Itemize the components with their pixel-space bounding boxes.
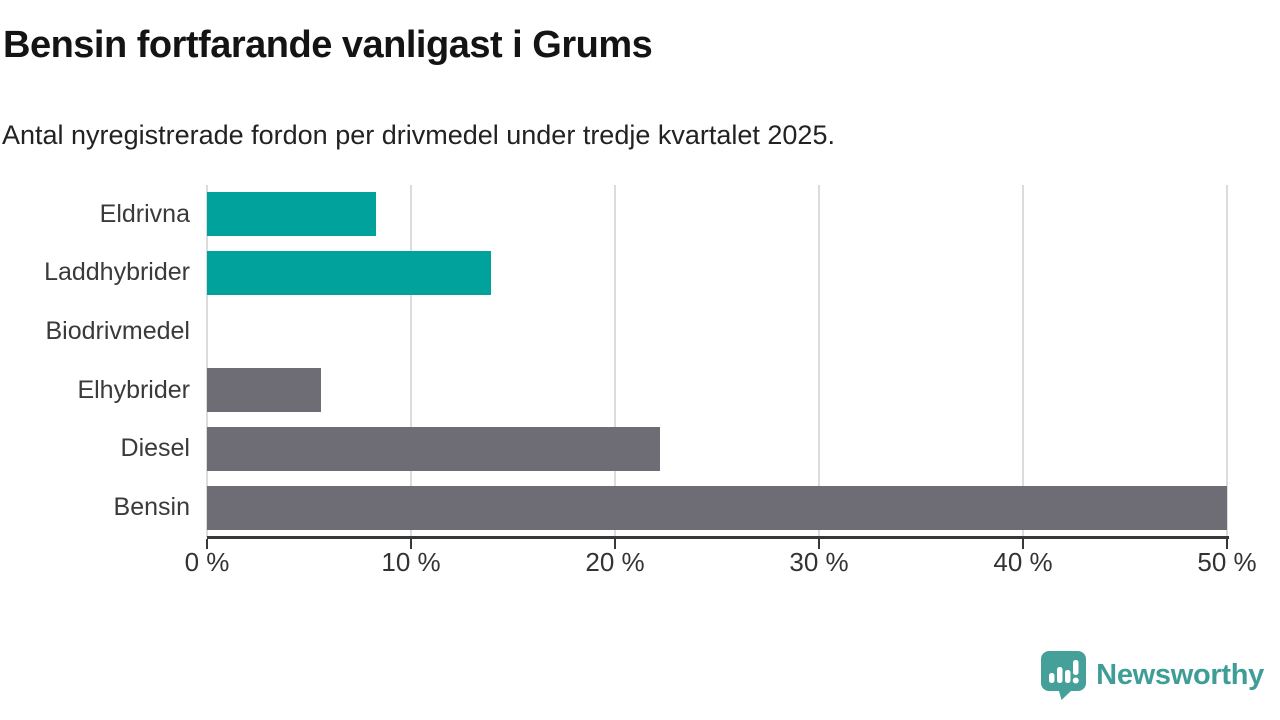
newsworthy-logo: Newsworthy [1040,650,1264,700]
newsworthy-logo-icon [1041,651,1087,700]
gridline-50 [1226,185,1228,537]
category-label-elhybrider: Elhybrider [77,375,190,404]
bar-bensin [207,485,1227,530]
plot-area [206,185,1228,537]
x-tick-0 [206,539,208,549]
bar-laddhybrider [207,251,491,295]
x-tick-20 [614,539,616,549]
x-tick-label-0: 0 % [184,547,230,577]
x-tick-40 [1022,539,1024,549]
x-tick-10 [410,539,412,549]
x-tick-label-30: 30 % [789,547,849,577]
gridline-0 [206,185,208,537]
chart-title: Bensin fortfarande vanligast i Grums [3,24,653,66]
gridline-30 [818,185,820,537]
category-label-diesel: Diesel [120,434,190,463]
bar-eldrivna [207,192,377,237]
x-tick-label-10: 10 % [381,547,441,577]
category-axis-labels: Eldrivna Laddhybrider Biodrivmedel Elhybrid… [0,185,190,537]
chart-subtitle: Antal nyregistrerade fordon per drivmede… [2,120,835,150]
category-label-biodrivmedel: Biodrivmedel [45,317,190,346]
category-label-bensin: Bensin [113,493,190,522]
newsworthy-logo-text: Newsworthy [1096,658,1264,691]
bar-diesel [207,427,660,471]
x-axis-line [207,536,1229,539]
x-tick-30 [818,539,820,549]
gridline-10 [410,185,412,537]
category-label-laddhybrider: Laddhybrider [44,258,190,287]
bar-elhybrider [207,368,322,413]
x-tick-50 [1226,539,1228,549]
x-tick-label-40: 40 % [993,547,1053,577]
x-tick-label-50: 50 % [1197,547,1257,577]
gridline-40 [1022,185,1024,537]
category-label-eldrivna: Eldrivna [99,199,190,228]
horizontal-bar-chart: Eldrivna Laddhybrider Biodrivmedel Elhybrid… [0,185,1280,585]
x-tick-label-20: 20 % [585,547,645,577]
gridline-20 [614,185,616,537]
